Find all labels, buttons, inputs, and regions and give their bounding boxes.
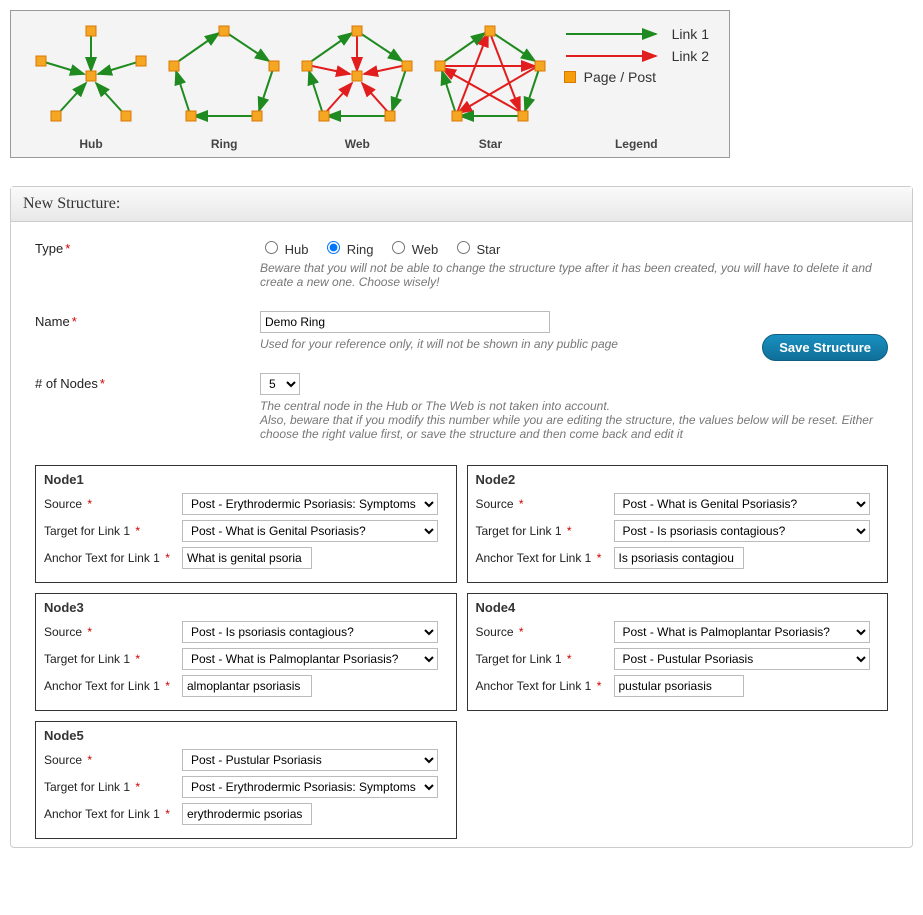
structure-diagram-box: Hub Ring bbox=[10, 10, 730, 158]
type-radio-group: Hub Ring Web Star bbox=[260, 242, 510, 257]
nodes-grid: Node1 Source * Post - Erythrodermic Psor… bbox=[35, 465, 888, 839]
node-source-label: Source bbox=[44, 625, 82, 639]
web-label: Web bbox=[297, 137, 417, 151]
node-target-select[interactable]: Post - Pustular Psoriasis bbox=[614, 648, 870, 670]
type-radio-hub[interactable] bbox=[265, 241, 278, 254]
save-structure-button[interactable]: Save Structure bbox=[762, 334, 888, 361]
node-target-label: Target for Link 1 bbox=[476, 652, 562, 666]
node-title: Node3 bbox=[44, 600, 448, 615]
nodes-count-select[interactable]: 5 bbox=[260, 373, 300, 395]
node-box: Node5 Source * Post - Pustular Psoriasis… bbox=[35, 721, 457, 839]
link1-arrow-icon bbox=[564, 25, 664, 43]
node-anchor-input[interactable] bbox=[182, 675, 312, 697]
node-box: Node2 Source * Post - What is Genital Ps… bbox=[467, 465, 889, 583]
name-label: Name bbox=[35, 314, 70, 329]
type-option-star: Star bbox=[476, 242, 500, 257]
node-anchor-label: Anchor Text for Link 1 bbox=[44, 679, 160, 693]
legend-link1-label: Link 1 bbox=[672, 26, 709, 42]
link2-arrow-icon bbox=[564, 47, 664, 65]
diagram-hub: Hub bbox=[31, 21, 151, 151]
page-post-square-icon bbox=[564, 71, 576, 83]
node-source-select[interactable]: Post - What is Genital Psoriasis? bbox=[614, 493, 870, 515]
panel-title: New Structure: bbox=[11, 187, 912, 222]
type-label: Type bbox=[35, 241, 63, 256]
type-radio-star[interactable] bbox=[457, 241, 470, 254]
node-source-select[interactable]: Post - Is psoriasis contagious? bbox=[182, 621, 438, 643]
node-box: Node1 Source * Post - Erythrodermic Psor… bbox=[35, 465, 457, 583]
node-anchor-label: Anchor Text for Link 1 bbox=[44, 551, 160, 565]
node-target-label: Target for Link 1 bbox=[44, 652, 130, 666]
node-anchor-input[interactable] bbox=[614, 675, 744, 697]
type-radio-web[interactable] bbox=[392, 241, 405, 254]
node-source-select[interactable]: Post - What is Palmoplantar Psoriasis? bbox=[614, 621, 870, 643]
node-source-label: Source bbox=[476, 625, 514, 639]
node-source-select[interactable]: Post - Erythrodermic Psoriasis: Symptoms bbox=[182, 493, 438, 515]
type-radio-ring[interactable] bbox=[327, 241, 340, 254]
node-target-label: Target for Link 1 bbox=[44, 524, 130, 538]
node-source-select[interactable]: Post - Pustular Psoriasis bbox=[182, 749, 438, 771]
node-target-label: Target for Link 1 bbox=[476, 524, 562, 538]
node-source-label: Source bbox=[44, 497, 82, 511]
nodes-count-label: # of Nodes bbox=[35, 376, 98, 391]
diagram-star: Star bbox=[430, 21, 550, 151]
nodes-count-hint: The central node in the Hub or The Web i… bbox=[260, 399, 888, 441]
type-option-hub: Hub bbox=[285, 242, 309, 257]
ring-graph-icon bbox=[164, 21, 284, 131]
star-label: Star bbox=[430, 137, 550, 151]
diagram-web: Web bbox=[297, 21, 417, 151]
node-anchor-label: Anchor Text for Link 1 bbox=[476, 551, 592, 565]
star-graph-icon bbox=[430, 21, 550, 131]
node-anchor-label: Anchor Text for Link 1 bbox=[44, 807, 160, 821]
node-box: Node3 Source * Post - Is psoriasis conta… bbox=[35, 593, 457, 711]
legend-pagepost-label: Page / Post bbox=[584, 69, 656, 85]
node-source-label: Source bbox=[44, 753, 82, 767]
node-target-select[interactable]: Post - Erythrodermic Psoriasis: Symptoms bbox=[182, 776, 438, 798]
node-target-select[interactable]: Post - What is Genital Psoriasis? bbox=[182, 520, 438, 542]
type-hint: Beware that you will not be able to chan… bbox=[260, 261, 888, 289]
node-anchor-label: Anchor Text for Link 1 bbox=[476, 679, 592, 693]
node-box: Node4 Source * Post - What is Palmoplant… bbox=[467, 593, 889, 711]
type-option-web: Web bbox=[412, 242, 439, 257]
node-anchor-input[interactable] bbox=[182, 547, 312, 569]
web-graph-icon bbox=[297, 21, 417, 131]
node-target-select[interactable]: Post - Is psoriasis contagious? bbox=[614, 520, 870, 542]
node-source-label: Source bbox=[476, 497, 514, 511]
legend-label: Legend bbox=[564, 137, 709, 151]
hub-label: Hub bbox=[31, 137, 151, 151]
ring-label: Ring bbox=[164, 137, 284, 151]
diagram-ring: Ring bbox=[164, 21, 284, 151]
node-target-select[interactable]: Post - What is Palmoplantar Psoriasis? bbox=[182, 648, 438, 670]
diagram-legend: Link 1 Link 2 Page / Post Legend bbox=[564, 21, 709, 151]
type-option-ring: Ring bbox=[347, 242, 374, 257]
node-title: Node5 bbox=[44, 728, 448, 743]
node-title: Node2 bbox=[476, 472, 880, 487]
node-anchor-input[interactable] bbox=[614, 547, 744, 569]
node-target-label: Target for Link 1 bbox=[44, 780, 130, 794]
hub-graph-icon bbox=[31, 21, 151, 131]
node-anchor-input[interactable] bbox=[182, 803, 312, 825]
legend-link2-label: Link 2 bbox=[672, 48, 709, 64]
node-title: Node1 bbox=[44, 472, 448, 487]
node-title: Node4 bbox=[476, 600, 880, 615]
new-structure-panel: New Structure: Save Structure Type* Hub … bbox=[10, 186, 913, 848]
name-input[interactable] bbox=[260, 311, 550, 333]
